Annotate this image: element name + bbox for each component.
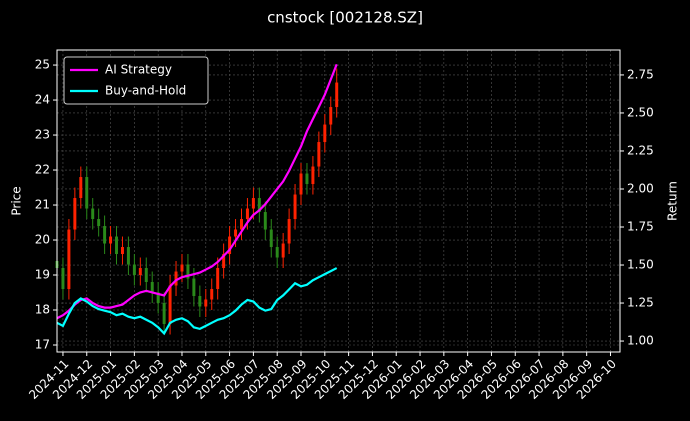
candle-body [269,229,273,248]
candle-body [323,124,327,143]
y2-tick-label: 2.75 [627,67,654,81]
candle-body [156,292,160,304]
legend-label: AI Strategy [105,63,172,77]
candle-body [73,198,77,230]
y-tick-label: 20 [35,233,50,247]
candle-body [103,226,107,244]
candle-body [281,243,285,258]
y2-tick-label: 1.25 [627,296,654,310]
candle-body [180,264,184,272]
candle-body [91,208,95,220]
y-tick-label: 18 [35,303,50,317]
candle-body [311,166,315,185]
y2-tick-label: 2.50 [627,105,654,119]
candle-body [162,303,166,325]
candle-body [293,194,297,220]
candle-body [79,177,83,199]
y-axis-label: Price [10,186,24,215]
candle-body [198,296,202,307]
legend-box [63,56,209,105]
candle-body [109,236,113,244]
plot-frame [56,49,621,353]
candle-body [275,247,279,258]
candle-body [251,198,255,209]
candle-body [150,282,154,293]
candle-body [115,236,119,255]
return-line [56,267,338,336]
candle-body [97,219,101,227]
candle-body [168,285,172,325]
candle-body [132,264,136,276]
candle-body [287,219,291,244]
candle-body [67,229,71,290]
legend-label: Buy-and-Hold [105,84,186,98]
y-tick-label: 24 [35,93,50,107]
candle-body [144,268,148,283]
y-tick-label: 25 [35,58,50,72]
y-tick-label: 19 [35,268,50,282]
candle-body [245,208,249,220]
chart-title: cnstock [002128.SZ] [267,9,423,27]
candle-body [204,299,208,307]
candle-body [240,219,243,230]
y2-tick-label: 2.25 [627,143,654,157]
candle-body [305,173,309,185]
candle-body [234,229,238,237]
candle-body [174,271,178,286]
y-tick-label: 17 [35,338,50,352]
candle-body [222,254,226,269]
candle-body [192,278,196,297]
candle-body [317,142,321,167]
candle-body [138,268,142,276]
candle-body [186,264,190,279]
y-tick-label: 22 [35,163,50,177]
y2-tick-label: 1.00 [627,334,654,348]
y2-axis-label: Return [666,181,680,221]
y2-tick-label: 2.00 [627,181,654,195]
candle-body [120,247,124,255]
candle-body [216,268,220,290]
candle-body [228,236,232,255]
y2-tick-label: 1.75 [627,220,654,234]
y2-tick-label: 1.50 [627,258,654,272]
y-tick-label: 23 [35,128,50,142]
candle-body [263,212,267,230]
candle-body [335,82,339,108]
candle-body [299,173,303,195]
candle-body [61,268,65,290]
candle-body [126,247,130,265]
candle-body [210,289,214,300]
y-tick-label: 21 [35,198,50,212]
candle-body [257,198,261,213]
return-line [56,63,338,320]
candle-body [329,107,333,125]
candle-body [85,177,89,209]
